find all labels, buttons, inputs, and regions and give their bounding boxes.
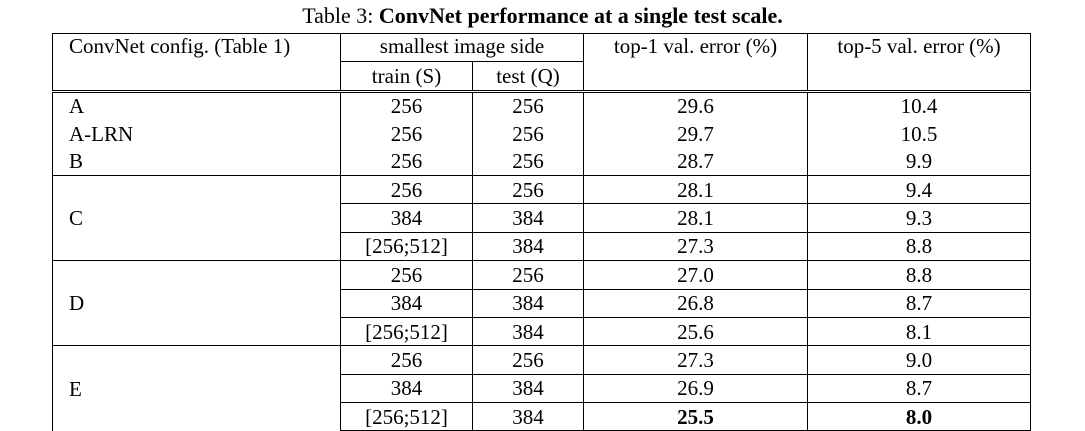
data-cell: 27.0 (583, 260, 808, 290)
table-body: A 256 256 29.6 10.4 A-LRN 256 256 29.7 10.5 B 256 25… (52, 91, 1031, 431)
table-row: B 256 256 28.7 9.9 (52, 147, 1031, 176)
data-cell: 8.8 (807, 231, 1031, 261)
table-row: E 256 256 27.3 9.0 (52, 345, 1031, 431)
data-cell: 8.0 (807, 402, 1031, 431)
data-cell: 25.6 (583, 316, 808, 346)
data-cell: 256 (472, 91, 584, 121)
config-cell: A-LRN (52, 120, 341, 148)
header-cell: test (Q) (472, 61, 584, 93)
table-header: ConvNet config. (Table 1) smallest image… (52, 32, 1031, 93)
table-row: A 256 256 29.6 10.4 (52, 91, 1031, 121)
table-row: D 256 256 27.0 8.8 (52, 260, 1031, 346)
data-cell: 27.3 (583, 231, 808, 261)
data-cell: 384 (472, 373, 584, 403)
caption: Table 3: ConvNet performance at a single… (0, 3, 1085, 29)
table-row: [256;512] 384 27.3 8.8 (53, 231, 1031, 261)
header-cell: top-1 val. error (%) (583, 33, 808, 93)
data-cell: 25.5 (583, 402, 808, 431)
header-cell: train (S) (340, 61, 473, 93)
data-cell: 29.7 (583, 120, 808, 148)
data-cell: 8.7 (807, 288, 1031, 318)
data-cell: 384 (472, 402, 584, 431)
data-cell: 384 (472, 231, 584, 261)
data-cell: 384 (340, 203, 473, 233)
data-cell: 256 (340, 260, 473, 290)
data-cell: 384 (472, 288, 584, 318)
data-cell: 256 (472, 174, 584, 204)
data-cell: [256;512] (340, 316, 473, 346)
data-cell: 384 (340, 373, 473, 403)
data-cell: 256 (340, 120, 473, 148)
header-cell: ConvNet config. (Table 1) (52, 33, 341, 93)
data-cell: 10.4 (807, 91, 1031, 121)
data-cell: 28.1 (583, 203, 808, 233)
data-cell: 256 (472, 260, 584, 290)
data-cell: 256 (340, 345, 473, 375)
data-cell: 384 (472, 316, 584, 346)
data-cell: 9.0 (807, 345, 1031, 375)
data-cell: 384 (340, 288, 473, 318)
data-cell: 256 (340, 91, 473, 121)
data-cell: 256 (472, 120, 584, 148)
config-cell: B (52, 147, 341, 176)
data-cell: [256;512] (340, 402, 473, 431)
table-row: 384 384 26.8 8.7 (53, 288, 1031, 318)
caption-label: Table 3: (302, 3, 374, 28)
data-cell: 256 (340, 147, 473, 176)
data-cell: 256 (340, 174, 473, 204)
data-cell: 9.9 (807, 147, 1031, 176)
header-cell: top-5 val. error (%) (807, 33, 1031, 93)
data-cell: 28.1 (583, 174, 808, 204)
results-table: ConvNet config. (Table 1) smallest image… (52, 32, 1031, 431)
data-cell: 8.1 (807, 316, 1031, 346)
config-cell: A (52, 91, 341, 121)
data-cell: 27.3 (583, 345, 808, 375)
table-row: [256;512] 384 25.6 8.1 (53, 316, 1031, 346)
table-row: C 256 256 28.1 9.4 (52, 174, 1031, 261)
data-cell: 256 (472, 345, 584, 375)
table-row: A-LRN 256 256 29.7 10.5 (52, 120, 1031, 148)
data-cell: 8.8 (807, 260, 1031, 290)
data-cell: 10.5 (807, 120, 1031, 148)
header-cell: smallest image side (340, 32, 584, 62)
data-cell: 26.9 (583, 373, 808, 403)
data-cell: 9.4 (807, 174, 1031, 204)
data-cell: 9.3 (807, 203, 1031, 233)
data-cell: 26.8 (583, 288, 808, 318)
config-cell: C (52, 174, 341, 261)
data-cell: 256 (472, 147, 584, 176)
data-cell: 384 (472, 203, 584, 233)
config-cell: D (52, 260, 341, 346)
data-cell: 28.7 (583, 147, 808, 176)
caption-title: ConvNet performance at a single test sca… (378, 3, 783, 28)
data-cell: [256;512] (340, 231, 473, 261)
config-cell: E (52, 345, 341, 431)
data-cell: 8.7 (807, 373, 1031, 403)
table-row: 384 384 26.9 8.7 (53, 373, 1031, 403)
data-cell: 29.6 (583, 91, 808, 121)
table-row: 384 384 28.1 9.3 (53, 203, 1031, 233)
